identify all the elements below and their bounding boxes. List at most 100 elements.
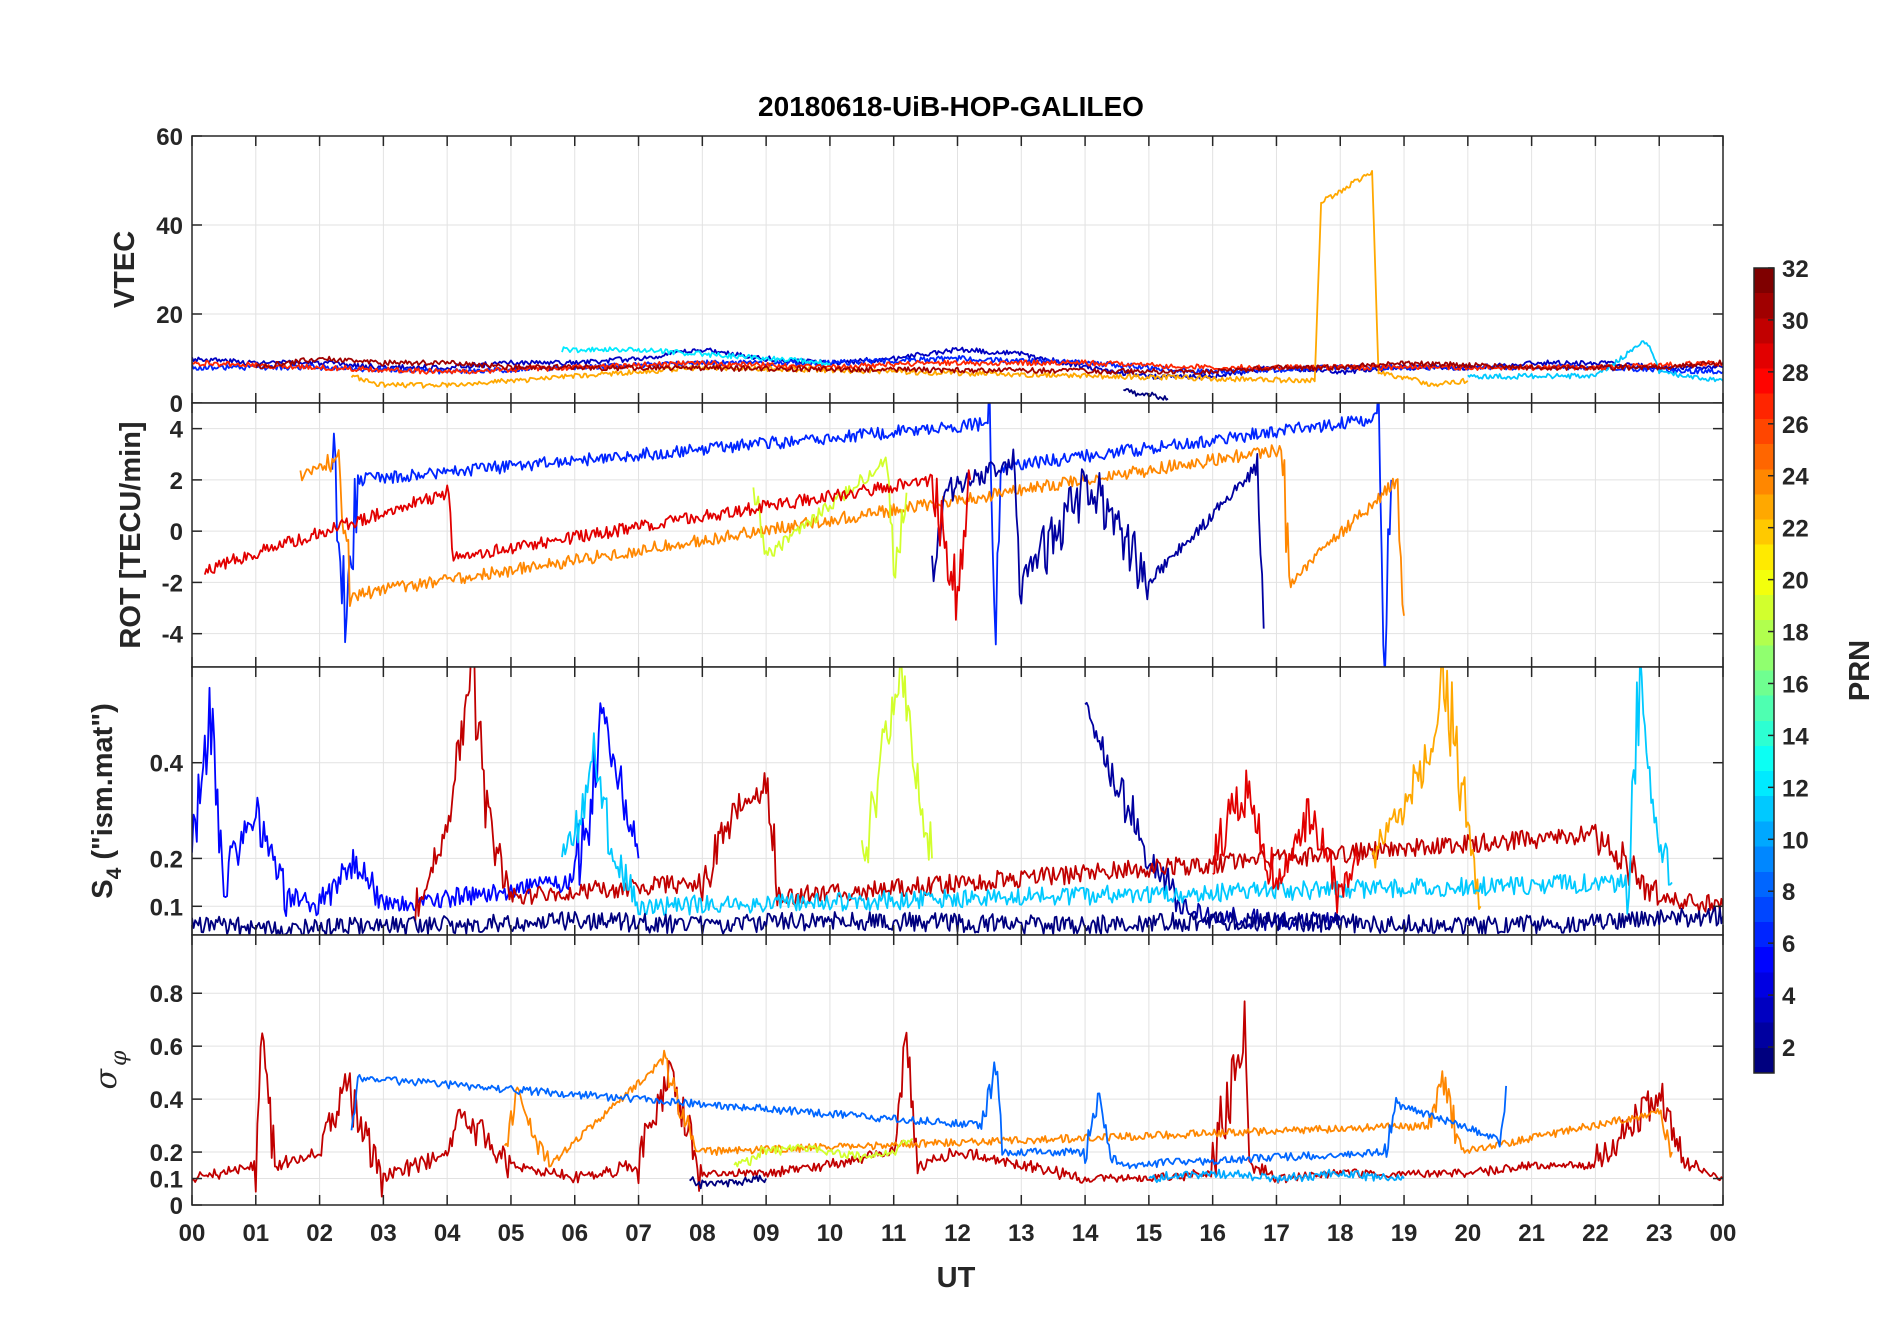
ylabel-main: S	[87, 879, 119, 898]
x-tick-label: 06	[561, 1220, 588, 1247]
x-tick-label: 21	[1518, 1220, 1545, 1247]
colorbar-tick-label: 32	[1782, 256, 1809, 283]
x-tick-label: 19	[1391, 1220, 1418, 1247]
colorbar-tick-label: 14	[1782, 723, 1809, 750]
x-axis-label: UT	[937, 1262, 976, 1294]
y-tick-label-s4: 0.2	[150, 846, 183, 873]
x-tick-label: 20	[1454, 1220, 1481, 1247]
panel-s4: 0.1 0.2 0.4 S4 ("ism.mat")	[87, 666, 1724, 936]
y-tick-label-vtec: 0	[170, 391, 183, 418]
x-tick-label: 07	[625, 1220, 652, 1247]
colorbar-tick-label: 2	[1782, 1035, 1795, 1062]
x-tick-label: 00	[1710, 1220, 1737, 1247]
colorbar-label: PRN	[1844, 640, 1876, 701]
ylabel-sub: 4	[103, 867, 126, 879]
y-tick-label-rot: 0	[170, 519, 183, 546]
x-tick-label: 01	[242, 1220, 269, 1247]
series-prn-19-rot	[752, 456, 908, 579]
y-tick-label-rot: -2	[162, 570, 183, 597]
y-tick-label-sigma_phi: 0.4	[150, 1087, 184, 1114]
series-prn-12-vtec	[561, 346, 831, 367]
series-prn-19-s4	[860, 667, 933, 864]
y-tick-label-rot: 2	[170, 468, 183, 495]
y-axis-label-rot: ROT [TECU/min]	[115, 421, 147, 648]
series-prn-29-rot	[203, 469, 972, 621]
y-tick-label-sigma_phi: 0.1	[150, 1167, 183, 1194]
x-tick-label: 14	[1072, 1220, 1099, 1247]
series-prn-6-rot	[331, 403, 1393, 667]
x-tick-label: 18	[1327, 1220, 1354, 1247]
x-tick-label: 12	[944, 1220, 971, 1247]
x-ticks-s4	[191, 667, 1724, 935]
x-tick-label: 15	[1136, 1220, 1163, 1247]
series-prn-30-sigma_phi	[192, 1000, 1723, 1198]
x-tick-label: 11	[881, 1220, 906, 1247]
x-tick-label: 09	[753, 1220, 780, 1247]
series-prn-11-s4	[561, 667, 1673, 916]
colorbar-bar	[1753, 267, 1775, 1074]
y-axis-label-vtec: VTEC	[109, 231, 141, 308]
y-tick-label-vtec: 60	[156, 124, 183, 151]
series-prn-29-s4	[1212, 769, 1361, 914]
x-tick-label: 22	[1582, 1220, 1609, 1247]
series-group-rot	[203, 403, 1405, 667]
x-tick-label: 13	[1008, 1220, 1035, 1247]
colorbar-tick-label: 28	[1782, 360, 1809, 387]
colorbar-tick-label: 10	[1782, 827, 1809, 854]
panel-rot: -4 -2 0 2 4 ROT [TECU/min]	[115, 402, 1724, 668]
y-tick-label-rot: -4	[162, 622, 184, 649]
x-tick-label: 03	[370, 1220, 397, 1247]
y-tick-label-vtec: 20	[156, 302, 183, 329]
x-tick-label: 10	[817, 1220, 844, 1247]
series-prn-11-vtec	[1467, 340, 1723, 383]
colorbar-tick-label: 4	[1782, 983, 1796, 1010]
y-tick-label-s4: 0.4	[150, 751, 184, 778]
series-group-vtec	[192, 169, 1723, 401]
y-tick-label-sigma_phi: 0.2	[150, 1140, 183, 1167]
colorbar-tick-label: 18	[1782, 620, 1809, 647]
colorbar-tick-label: 24	[1782, 464, 1809, 491]
x-tick-label: 02	[306, 1220, 333, 1247]
y-tick-label-sigma_phi: 0.6	[150, 1034, 183, 1061]
series-prn-1-sigma_phi	[689, 1174, 767, 1190]
colorbar-tick-label: 20	[1782, 568, 1809, 595]
ylabel-rest: ("ism.mat")	[87, 703, 119, 867]
ylabel-main: σ	[89, 1067, 124, 1089]
chart-title: 20180618-UiB-HOP-GALILEO	[758, 91, 1144, 122]
x-tick-label: 16	[1199, 1220, 1226, 1247]
x-tick-label: 17	[1263, 1220, 1290, 1247]
series-prn-30-s4	[414, 667, 1723, 922]
series-prn-10-sigma_phi	[1148, 1168, 1405, 1184]
series-prn-8-sigma_phi	[350, 1061, 1507, 1170]
colorbar-tick-label: 6	[1782, 931, 1795, 958]
x-ticks-vtec	[191, 136, 1724, 403]
x-ticks-rot	[191, 403, 1724, 667]
colorbar-tick-label: 26	[1782, 412, 1809, 439]
y-tick-label-sigma_phi: 0.8	[150, 981, 183, 1008]
y-tick-label-s4: 0.1	[150, 894, 183, 921]
y-axis-label-s4: S4 ("ism.mat")	[87, 703, 126, 899]
ylabel-sub: φ	[107, 1050, 132, 1066]
colorbar-tick-label: 12	[1782, 775, 1809, 802]
series-prn-24-rot	[299, 444, 1405, 616]
x-tick-label: 05	[498, 1220, 525, 1247]
y-tick-label-sigma_phi: 0	[170, 1193, 183, 1220]
series-prn-31-vtec	[255, 355, 1723, 375]
y-tick-label-rot: 4	[170, 417, 184, 444]
panel-vtec: 0 20 40 60 VTEC	[109, 124, 1724, 418]
series-prn-23-s4	[1371, 667, 1482, 910]
x-ticks-sigma_phi	[191, 935, 1724, 1205]
x-tick-label: 00	[179, 1220, 206, 1247]
colorbar-tick-label: 30	[1782, 308, 1809, 335]
series-group-sigma_phi	[192, 1000, 1723, 1198]
colorbar: 32 30 28 26 24 22 20 18 16 14 12 10 8 6 4 2 PRN	[1753, 256, 1876, 1074]
x-tick-label: 04	[434, 1220, 461, 1247]
colorbar-tick-label: 16	[1782, 671, 1809, 698]
y-tick-label-vtec: 40	[156, 213, 183, 240]
colorbar-tick-label: 22	[1782, 516, 1809, 543]
colorbar-tick-label: 8	[1782, 879, 1795, 906]
panel-sigma_phi: 00.10.2 0.4 0.6 0.8 σφ	[89, 934, 1724, 1220]
series-prn-23-vtec	[350, 169, 1469, 389]
x-tick-label: 08	[689, 1220, 716, 1247]
